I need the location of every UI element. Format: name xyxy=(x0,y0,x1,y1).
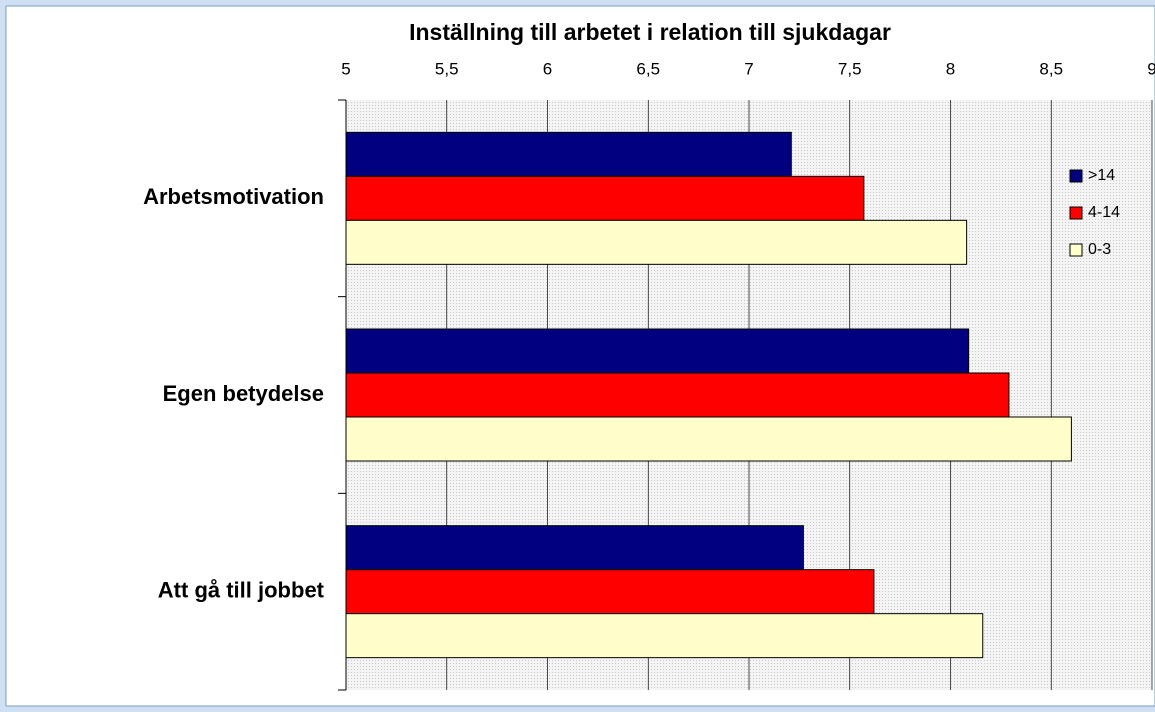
y-tick-label: Egen betydelse xyxy=(163,381,324,406)
bar xyxy=(345,175,865,221)
x-tick-label: 6,5 xyxy=(636,59,660,78)
legend-swatch xyxy=(1069,243,1083,257)
legend-swatch xyxy=(1069,206,1083,220)
x-tick-label: 6 xyxy=(543,59,552,78)
x-tick-label: 9 xyxy=(1147,59,1155,78)
bar xyxy=(345,569,875,615)
x-tick-label: 5 xyxy=(341,59,350,78)
bar xyxy=(345,372,1010,418)
chart-title: Inställning till arbetet i relation till… xyxy=(409,19,891,45)
x-tick-label: 7 xyxy=(744,59,753,78)
legend-label: 0-3 xyxy=(1088,241,1111,258)
legend-swatch xyxy=(1069,169,1083,183)
y-tick-label: Arbetsmotivation xyxy=(143,184,324,209)
bar xyxy=(345,613,984,659)
bar xyxy=(345,328,970,374)
bar xyxy=(345,525,804,571)
bar xyxy=(345,131,792,177)
x-tick-label: 7,5 xyxy=(838,59,862,78)
legend-label: 4-14 xyxy=(1088,204,1120,221)
legend-label: >14 xyxy=(1088,167,1115,184)
x-tick-label: 5,5 xyxy=(435,59,459,78)
bar xyxy=(345,219,968,265)
y-tick-label: Att gå till jobbet xyxy=(158,577,325,602)
x-tick-label: 8 xyxy=(946,59,955,78)
bar xyxy=(345,416,1072,462)
x-tick-label: 8,5 xyxy=(1039,59,1063,78)
